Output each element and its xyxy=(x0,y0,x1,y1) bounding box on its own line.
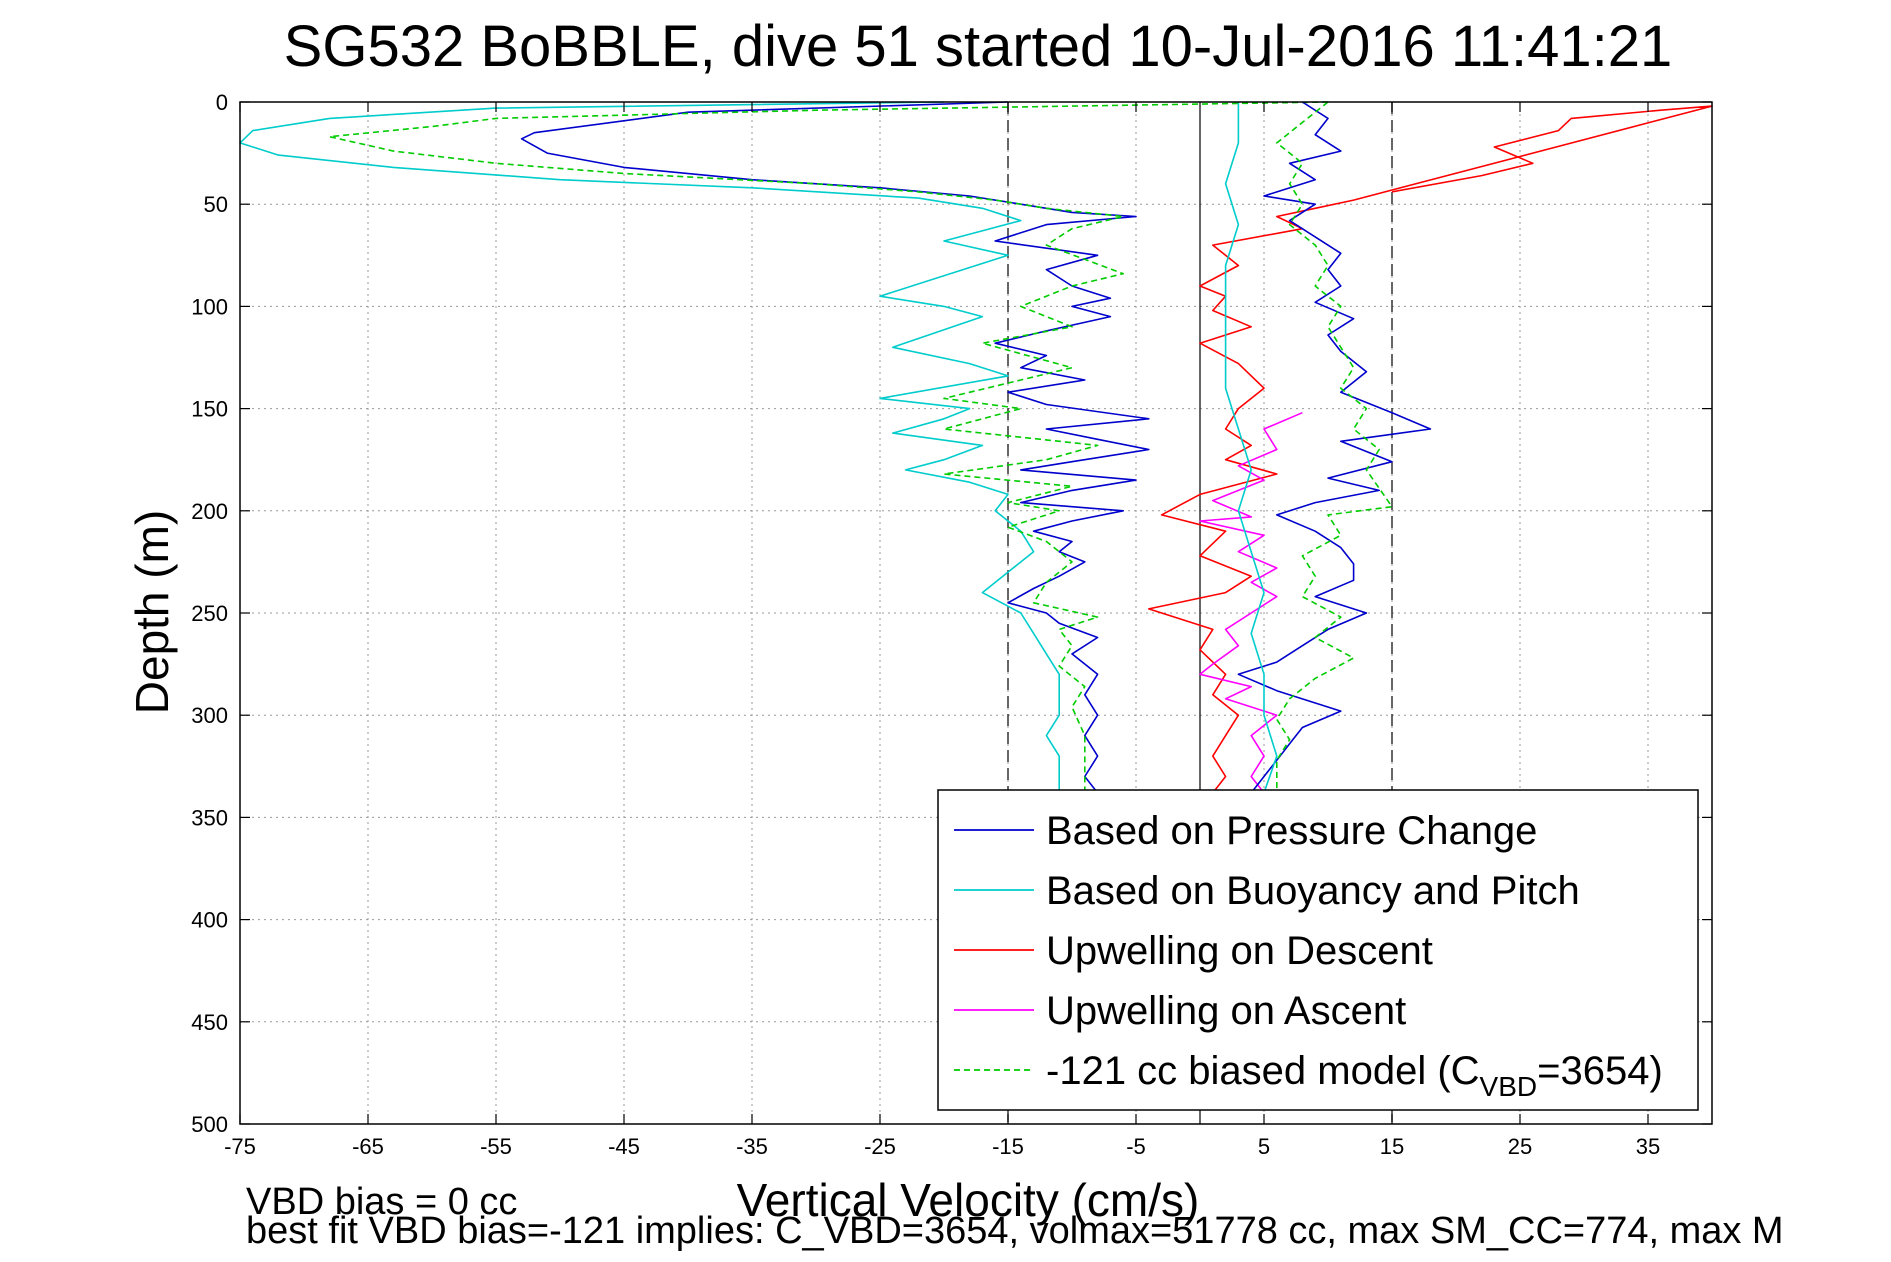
series-line-4 xyxy=(328,101,1329,793)
y-axis-label: Depth (m) xyxy=(126,510,178,714)
x-tick-label: 15 xyxy=(1380,1134,1404,1159)
series-line-5 xyxy=(1237,101,1432,794)
legend-label: Based on Pressure Change xyxy=(1046,809,1537,853)
y-tick-label: 200 xyxy=(191,499,228,524)
x-tick-label: -5 xyxy=(1126,1134,1146,1159)
y-tick-label: 400 xyxy=(191,908,228,933)
legend-box xyxy=(937,789,1699,1111)
footnote-vbd-bias: VBD bias = 0 cc xyxy=(246,1181,517,1223)
chart-title: SG532 BoBBLE, dive 51 started 10-Jul-201… xyxy=(284,14,1673,79)
x-tick-labels: -75 -65 -55 -45 -35 -25 -15 -5 5 15 25 35 xyxy=(224,102,1660,1159)
y-tick-label: 450 xyxy=(191,1010,228,1035)
x-tick-label: -35 xyxy=(736,1134,768,1159)
series-line-1 xyxy=(239,101,1060,793)
y-tick-labels: 0 50 100 150 200 250 300 350 400 450 500 xyxy=(191,90,1712,1137)
x-tick-label: -25 xyxy=(864,1134,896,1159)
y-tick-label: 300 xyxy=(191,703,228,728)
footnote-best-fit: best fit VBD bias=-121 implies: C_VBD=36… xyxy=(246,1210,1784,1252)
y-tick-label: 500 xyxy=(191,1112,228,1137)
y-tick-label: 50 xyxy=(204,192,228,217)
series-line-2 xyxy=(1148,105,1713,794)
x-tick-label: -15 xyxy=(992,1134,1024,1159)
x-axis-label: Vertical Velocity (cm/s) xyxy=(737,1174,1200,1226)
series-layer xyxy=(239,101,1713,794)
y-tick-label: 100 xyxy=(191,294,228,319)
y-tick-label: 250 xyxy=(191,601,228,626)
legend-label: Based on Buoyancy and Pitch xyxy=(1046,869,1580,913)
x-tick-label: -55 xyxy=(480,1134,512,1159)
legend-label: Upwelling on Descent xyxy=(1046,929,1433,973)
x-tick-label: 5 xyxy=(1258,1134,1270,1159)
x-tick-label: -65 xyxy=(352,1134,384,1159)
legend: Based on Pressure Change Based on Buoyanc… xyxy=(937,789,1699,1111)
y-tick-label: 350 xyxy=(191,805,228,830)
x-tick-label: 35 xyxy=(1636,1134,1660,1159)
series-line-3 xyxy=(1199,411,1303,794)
x-tick-label: 25 xyxy=(1508,1134,1532,1159)
series-line-7 xyxy=(1276,101,1393,793)
x-tick-label: -45 xyxy=(608,1134,640,1159)
series-line-6 xyxy=(1224,102,1278,794)
legend-label: Upwelling on Ascent xyxy=(1046,989,1406,1033)
y-tick-label: 0 xyxy=(216,90,228,115)
x-tick-label: -75 xyxy=(224,1134,256,1159)
legend-label: -121 cc biased model (CVBD=3654) xyxy=(1046,1049,1663,1102)
y-tick-label: 150 xyxy=(191,397,228,422)
